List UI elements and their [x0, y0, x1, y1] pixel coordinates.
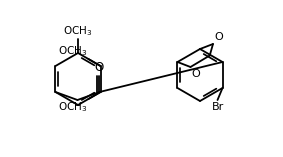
- Text: OCH$_3$: OCH$_3$: [63, 24, 93, 38]
- Text: O: O: [214, 32, 223, 42]
- Text: O: O: [95, 61, 104, 74]
- Text: OCH$_3$: OCH$_3$: [58, 100, 87, 114]
- Text: O: O: [192, 69, 200, 79]
- Text: OCH$_3$: OCH$_3$: [58, 44, 87, 58]
- Text: Br: Br: [211, 102, 224, 112]
